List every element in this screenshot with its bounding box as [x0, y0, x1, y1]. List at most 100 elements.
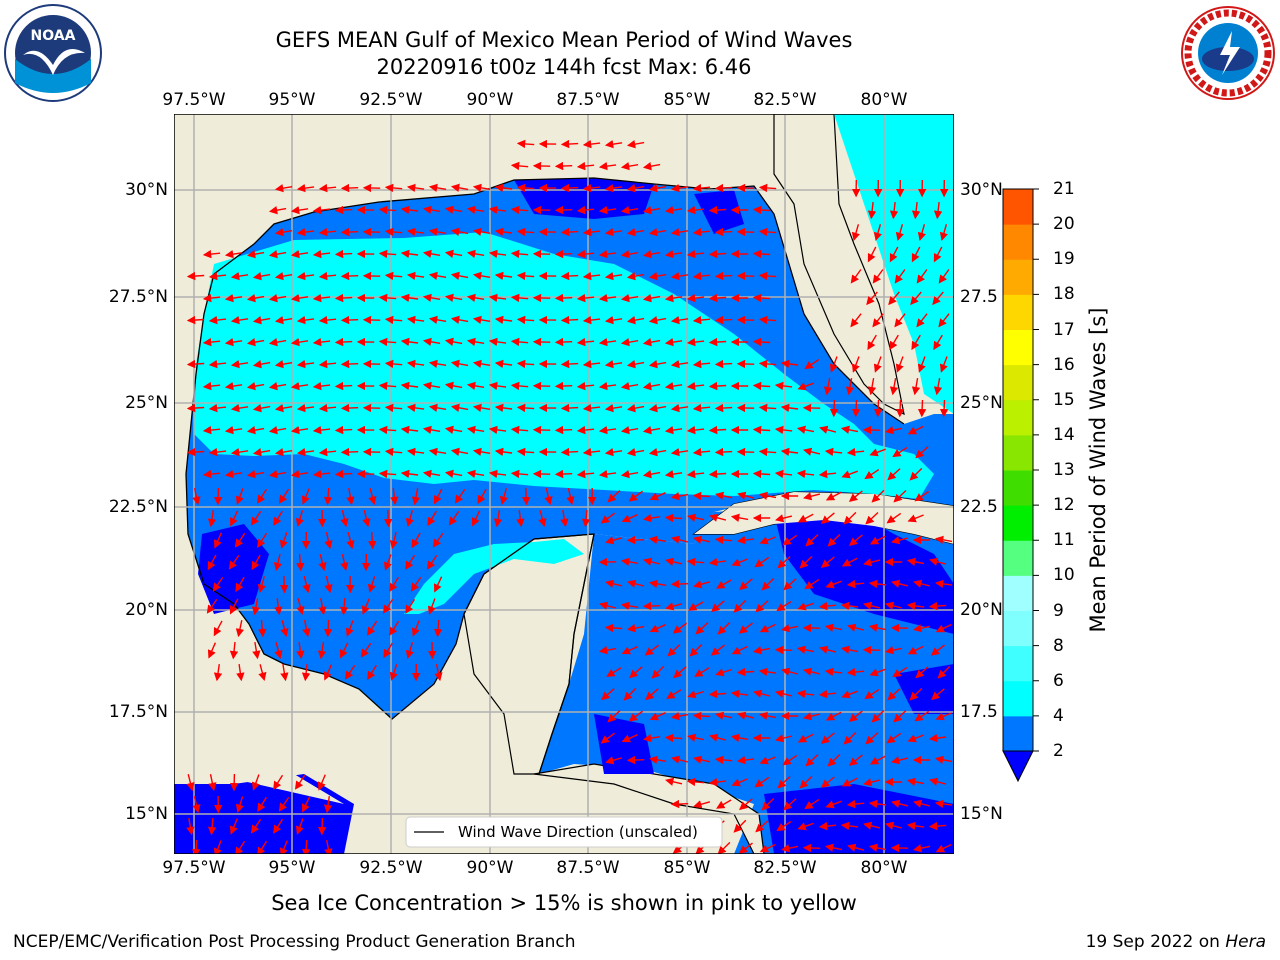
wind-wave-arrow	[863, 778, 881, 787]
wind-wave-arrow	[670, 183, 689, 193]
wind-wave-arrow	[499, 488, 508, 506]
colorbar-segment	[1003, 610, 1033, 647]
colorbar-under-triangle	[1002, 750, 1034, 783]
wind-wave-arrow	[642, 162, 661, 171]
wind-wave-arrow	[434, 664, 443, 682]
wind-wave-arrow	[230, 403, 249, 413]
wind-wave-arrow	[290, 337, 309, 347]
wind-wave-arrow	[642, 734, 661, 743]
wind-wave-arrow	[774, 381, 793, 391]
wind-wave-arrow	[872, 269, 884, 284]
wind-wave-arrow	[628, 710, 644, 722]
wind-wave-arrow	[258, 664, 267, 682]
wind-wave-arrow	[867, 246, 877, 263]
wind-wave-arrow	[296, 359, 315, 369]
wind-wave-arrow	[235, 840, 246, 854]
wind-wave-arrow	[516, 271, 535, 281]
wind-wave-arrow	[472, 403, 491, 412]
wind-wave-arrow	[805, 753, 819, 767]
wind-wave-arrow	[759, 623, 776, 633]
wind-wave-arrow	[783, 798, 797, 811]
wind-wave-arrow	[649, 712, 666, 721]
wind-wave-arrow	[406, 271, 425, 281]
wind-wave-arrow	[825, 711, 842, 721]
wind-wave-arrow	[664, 205, 683, 215]
wind-wave-arrow	[207, 642, 217, 659]
wind-wave-arrow	[803, 667, 821, 676]
wind-wave-arrow	[280, 575, 289, 594]
wind-wave-arrow	[818, 821, 837, 831]
wind-wave-arrow	[799, 775, 813, 789]
wind-wave-arrow	[929, 777, 947, 786]
wind-wave-arrow	[466, 469, 485, 478]
wind-wave-arrow	[560, 183, 579, 193]
wind-wave-arrow	[873, 399, 883, 418]
wind-wave-arrow	[730, 733, 749, 742]
wind-wave-arrow	[230, 271, 249, 281]
wind-wave-arrow	[516, 510, 525, 528]
wind-wave-arrow	[318, 447, 337, 457]
wind-wave-arrow	[664, 381, 683, 391]
wind-wave-arrow	[236, 664, 245, 682]
wind-wave-arrow	[367, 664, 377, 680]
wind-wave-arrow	[212, 577, 224, 592]
wind-wave-arrow	[841, 557, 858, 567]
wind-wave-arrow	[648, 404, 667, 413]
wind-wave-arrow	[251, 554, 261, 571]
colorbar-segment	[1003, 294, 1033, 330]
wind-wave-arrow	[934, 799, 953, 809]
wind-wave-arrow	[389, 532, 399, 550]
wind-wave-arrow	[648, 184, 667, 193]
wind-wave-arrow	[235, 576, 245, 593]
wind-wave-arrow	[708, 425, 727, 435]
wind-wave-arrow	[714, 447, 733, 457]
wind-wave-arrow	[840, 821, 859, 831]
wind-wave-arrow	[312, 293, 331, 303]
wind-wave-arrow	[915, 446, 929, 459]
wind-wave-arrow	[213, 487, 223, 506]
wind-wave-arrow	[818, 689, 837, 699]
wind-wave-arrow	[472, 447, 491, 456]
wind-wave-arrow	[928, 821, 947, 831]
wind-wave-arrow	[410, 577, 422, 592]
wind-wave-arrow	[274, 642, 283, 660]
wind-wave-arrow	[895, 224, 904, 242]
wind-wave-arrow	[708, 381, 727, 391]
wind-wave-arrow	[671, 535, 689, 544]
wind-wave-arrow	[510, 469, 529, 479]
wind-wave-arrow	[488, 205, 507, 215]
wind-wave-arrow	[686, 469, 705, 479]
wind-wave-arrow	[738, 842, 753, 854]
lon-label-bottom: 85°W	[663, 858, 711, 878]
wind-wave-arrow	[846, 447, 865, 457]
wind-wave-arrow	[406, 359, 425, 369]
wind-wave-arrow	[560, 315, 579, 325]
colorbar-tick-label: 20	[1053, 214, 1075, 235]
wind-wave-arrow	[378, 469, 397, 479]
wind-wave-arrow	[796, 645, 815, 654]
wind-wave-arrow	[847, 843, 865, 852]
wind-wave-arrow	[804, 579, 820, 590]
wind-wave-arrow	[626, 404, 645, 413]
wind-wave-arrow	[378, 337, 397, 347]
wind-wave-arrow	[906, 557, 925, 566]
wind-wave-arrow	[224, 293, 243, 303]
colorbar-segment	[1003, 399, 1033, 436]
wind-wave-arrow	[494, 447, 513, 457]
wind-wave-arrow	[601, 688, 615, 701]
wind-wave-arrow	[803, 712, 821, 721]
wind-wave-arrow	[907, 645, 924, 655]
wind-wave-arrow	[444, 293, 463, 302]
wind-wave-arrow	[296, 403, 315, 413]
gulf-map: Wind Wave Direction (unscaled)	[174, 114, 954, 854]
colorbar-segment	[1003, 680, 1033, 717]
wind-wave-arrow	[911, 202, 921, 220]
wind-wave-arrow	[516, 139, 535, 149]
wind-wave-arrow	[280, 663, 289, 682]
wind-wave-arrow	[889, 246, 899, 263]
lat-label-left: 17.5°N	[108, 702, 168, 722]
wind-wave-arrow	[820, 556, 835, 568]
wind-wave-arrow	[312, 249, 331, 259]
wind-wave-arrow	[367, 576, 376, 593]
wind-wave-arrow	[758, 359, 777, 369]
